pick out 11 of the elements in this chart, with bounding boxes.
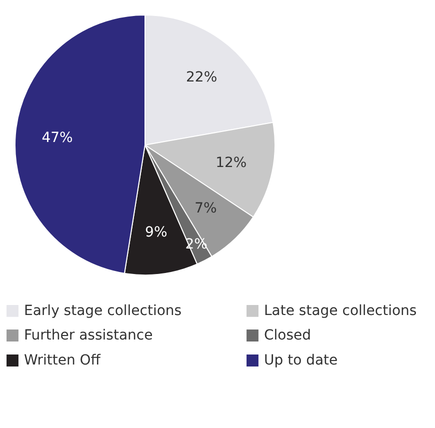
legend-label: Further assistance [24, 328, 153, 344]
data-label: 47% [42, 130, 73, 146]
legend-label: Early stage collections [24, 302, 182, 319]
data-label: 7% [194, 200, 217, 217]
legend-label: Written Off [24, 352, 101, 368]
data-label: 12% [216, 155, 247, 172]
data-label: 22% [186, 70, 218, 86]
legend-label: Up to date [264, 352, 338, 368]
data-label: 9% [145, 224, 168, 240]
legend-label: Late stage collections [264, 302, 417, 319]
legend-label: Closed [264, 328, 312, 344]
